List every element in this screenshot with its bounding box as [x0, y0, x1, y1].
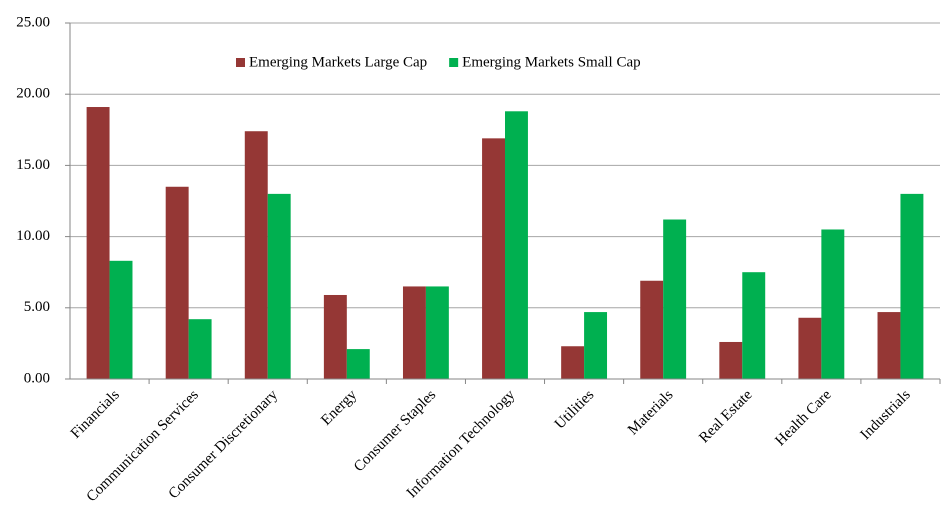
bar	[482, 138, 505, 379]
bar	[109, 260, 133, 379]
x-tick-label: Utilities	[552, 387, 598, 433]
x-tick-label: Real Estate	[696, 387, 756, 447]
bar	[561, 346, 585, 379]
bar	[798, 317, 822, 379]
x-tick-label: Consumer Staples	[351, 387, 439, 475]
y-tick-label: 15.00	[16, 157, 50, 173]
bar	[346, 349, 370, 379]
bar	[267, 193, 291, 379]
bar	[584, 312, 608, 379]
x-tick-label: Energy	[318, 387, 360, 429]
x-tick-label: Industrials	[858, 387, 914, 443]
bar	[505, 111, 528, 380]
y-tick-label: 25.00	[16, 14, 50, 30]
y-tick-label: 5.00	[24, 299, 50, 315]
legend-marker	[449, 58, 459, 67]
bar	[86, 107, 110, 380]
bar	[663, 219, 687, 379]
bar	[244, 131, 268, 379]
bar	[323, 294, 347, 379]
bar	[402, 286, 426, 379]
y-tick-label: 0.00	[24, 370, 50, 386]
y-tick-label: 20.00	[16, 86, 50, 102]
bar	[821, 229, 845, 379]
bar	[719, 341, 743, 379]
x-tick-label: Health Care	[772, 387, 835, 450]
bar	[425, 286, 449, 379]
bar	[877, 312, 901, 379]
legend-label: Emerging Markets Large Cap	[249, 54, 427, 70]
x-tick-label: Materials	[625, 387, 676, 438]
bar	[900, 193, 924, 379]
bar	[640, 280, 664, 379]
y-tick-label: 10.00	[16, 228, 50, 244]
legend-label: Emerging Markets Small Cap	[462, 54, 640, 70]
x-tick-label: Financials	[68, 387, 123, 442]
bar	[188, 319, 212, 379]
bar	[165, 186, 189, 379]
bar	[742, 272, 766, 379]
legend-marker	[236, 58, 245, 67]
